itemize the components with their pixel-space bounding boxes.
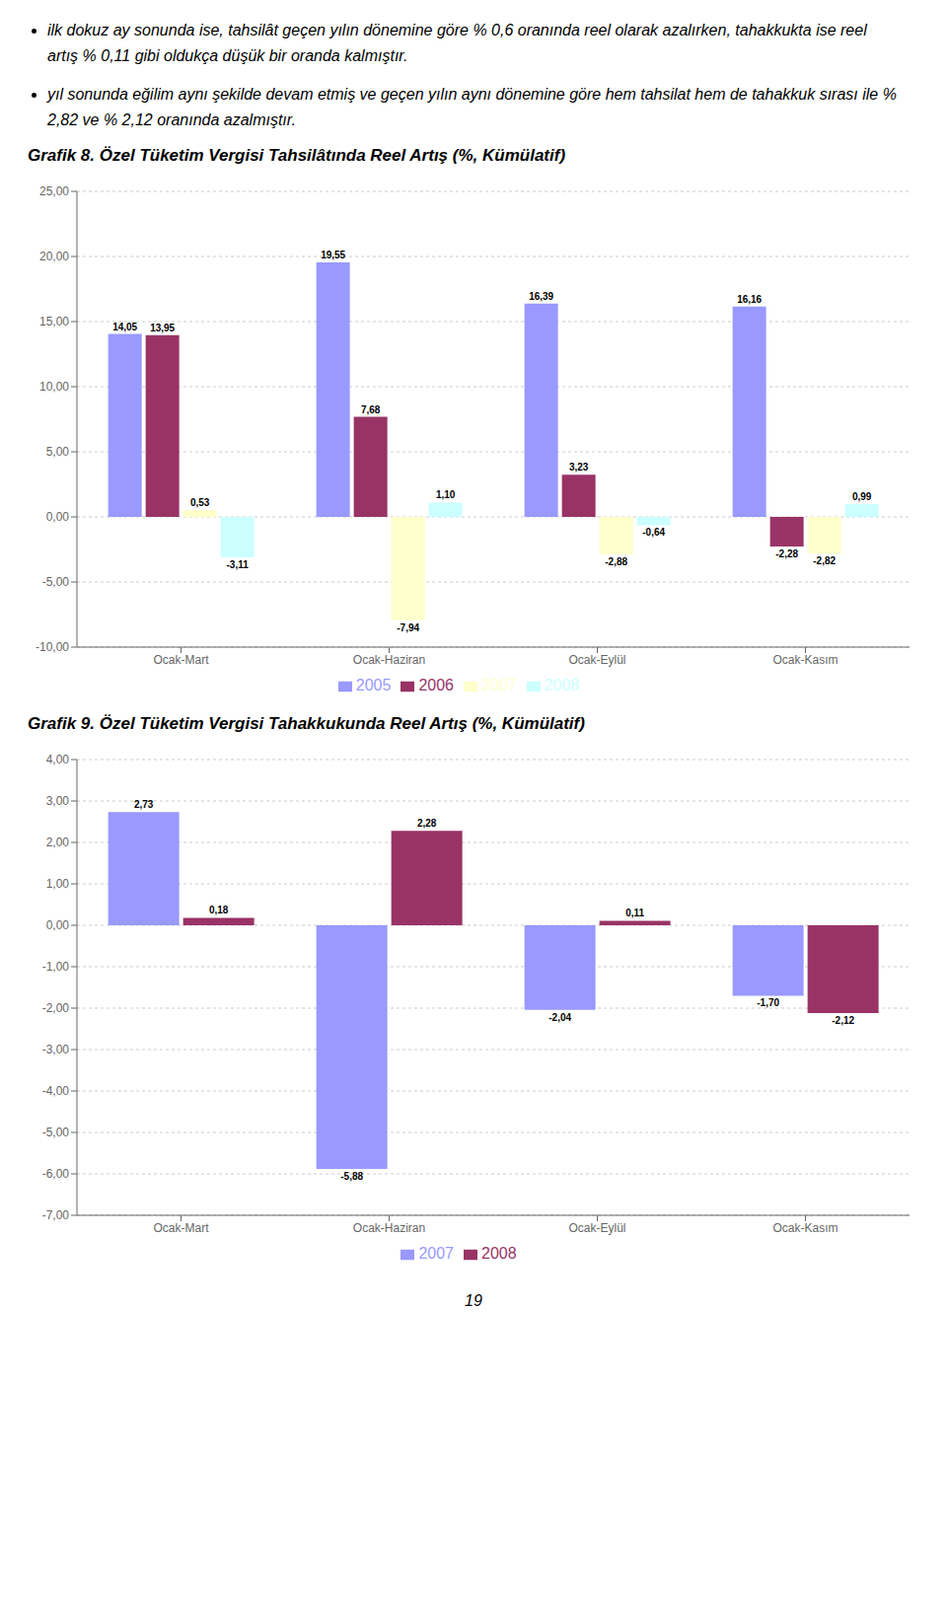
svg-text:Ocak-Kasım: Ocak-Kasım bbox=[772, 1221, 838, 1236]
html-text:ilk dokuz ay sonunda ise, tahs: ilk dokuz ay sonunda ise, tahsilât geçen… bbox=[47, 21, 867, 64]
html-text:Grafik 8. Özel Tüketim Vergisi: Grafik 8. Özel Tüketim Vergisi Tahsilâtı… bbox=[27, 146, 566, 166]
svg-text:-1,70: -1,70 bbox=[756, 998, 780, 1010]
svg-text:20,00: 20,00 bbox=[39, 250, 70, 265]
svg-text:16,39: 16,39 bbox=[528, 291, 554, 302]
svg-text:7,68: 7,68 bbox=[361, 404, 381, 416]
svg-text:-6,00: -6,00 bbox=[42, 1167, 71, 1182]
svg-text:-10,00: -10,00 bbox=[35, 641, 70, 656]
html-text:2008: 2008 bbox=[481, 1245, 517, 1263]
svg-text:0,00: 0,00 bbox=[46, 510, 71, 525]
html-text:Grafik 9. Özel Tüketim Vergisi: Grafik 9. Özel Tüketim Vergisi Tahakkuku… bbox=[27, 714, 585, 734]
svg-text:0,99: 0,99 bbox=[852, 491, 873, 503]
svg-text:Ocak-Mart: Ocak-Mart bbox=[152, 653, 210, 667]
svg-text:-2,00: -2,00 bbox=[42, 1002, 71, 1017]
svg-text:0,18: 0,18 bbox=[209, 905, 229, 917]
svg-text:Ocak-Haziran: Ocak-Haziran bbox=[353, 653, 426, 667]
svg-text:1,10: 1,10 bbox=[436, 490, 456, 502]
svg-text:3,23: 3,23 bbox=[569, 462, 589, 474]
svg-text:-2,04: -2,04 bbox=[548, 1012, 572, 1023]
html-text:2007: 2007 bbox=[481, 677, 517, 694]
svg-text:-2,28: -2,28 bbox=[775, 548, 799, 560]
html-text:yıl sonunda eğilim aynı şekild: yıl sonunda eğilim aynı şekilde devam et… bbox=[47, 86, 897, 129]
svg-text:3,00: 3,00 bbox=[46, 795, 71, 809]
html-text:2007: 2007 bbox=[418, 1245, 454, 1263]
svg-text:0,11: 0,11 bbox=[625, 908, 645, 920]
svg-text:0,00: 0,00 bbox=[46, 919, 71, 934]
svg-text:-7,94: -7,94 bbox=[396, 622, 420, 634]
svg-text:-2,88: -2,88 bbox=[604, 556, 628, 568]
svg-text:-2,82: -2,82 bbox=[812, 556, 836, 568]
svg-text:16,16: 16,16 bbox=[736, 293, 762, 305]
svg-text:-3,11: -3,11 bbox=[226, 559, 250, 571]
svg-text:14,05: 14,05 bbox=[112, 321, 138, 333]
svg-text:1,00: 1,00 bbox=[46, 877, 71, 892]
svg-text:-1,00: -1,00 bbox=[42, 960, 71, 975]
svg-text:2,28: 2,28 bbox=[417, 818, 438, 830]
svg-text:2,73: 2,73 bbox=[134, 800, 154, 811]
svg-text:-0,64: -0,64 bbox=[642, 527, 665, 539]
html-text:19: 19 bbox=[464, 1292, 483, 1310]
svg-text:-7,00: -7,00 bbox=[42, 1209, 71, 1224]
html-text:2008: 2008 bbox=[544, 677, 580, 694]
svg-text:-4,00: -4,00 bbox=[42, 1085, 71, 1099]
svg-text:Ocak-Haziran: Ocak-Haziran bbox=[353, 1221, 426, 1236]
svg-text:13,95: 13,95 bbox=[149, 322, 175, 334]
svg-text:2,00: 2,00 bbox=[46, 836, 71, 851]
svg-text:-5,00: -5,00 bbox=[42, 1126, 71, 1141]
svg-text:Ocak-Eylül: Ocak-Eylül bbox=[568, 1221, 626, 1236]
html-text:2005: 2005 bbox=[355, 677, 392, 694]
svg-text:10,00: 10,00 bbox=[39, 380, 70, 395]
svg-text:4,00: 4,00 bbox=[46, 753, 71, 768]
svg-text:-5,88: -5,88 bbox=[340, 1170, 364, 1182]
svg-text:Ocak-Kasım: Ocak-Kasım bbox=[772, 653, 838, 667]
svg-text:25,00: 25,00 bbox=[39, 185, 70, 200]
svg-text:0,53: 0,53 bbox=[190, 497, 211, 509]
svg-text:19,55: 19,55 bbox=[320, 249, 346, 261]
svg-text:15,00: 15,00 bbox=[39, 315, 70, 330]
svg-text:-2,12: -2,12 bbox=[831, 1015, 855, 1026]
svg-text:Ocak-Mart: Ocak-Mart bbox=[152, 1221, 210, 1236]
svg-text:-3,00: -3,00 bbox=[42, 1043, 71, 1058]
svg-text:-5,00: -5,00 bbox=[42, 576, 71, 590]
html-text:2006: 2006 bbox=[418, 677, 454, 694]
svg-text:Ocak-Eylül: Ocak-Eylül bbox=[568, 653, 626, 667]
svg-text:5,00: 5,00 bbox=[46, 445, 71, 460]
